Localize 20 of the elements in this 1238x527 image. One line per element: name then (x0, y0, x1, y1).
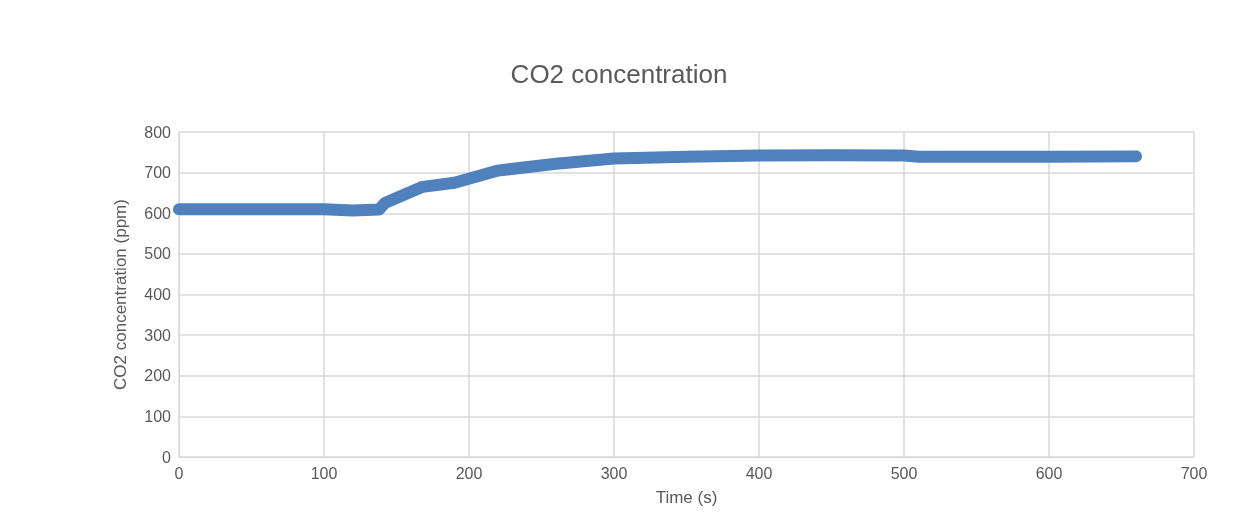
x-tick-label: 700 (1180, 464, 1208, 482)
y-tick-label: 200 (144, 367, 172, 385)
x-tick-label: 100 (310, 464, 338, 482)
y-tick-label: 300 (144, 326, 172, 344)
x-tick-label: 400 (745, 464, 773, 482)
x-tick-label: 500 (890, 464, 918, 482)
y-axis-title: CO2 concentration (ppm) (111, 199, 130, 390)
chart-title: CO2 concentration (510, 59, 728, 89)
y-tick-label: 0 (162, 448, 172, 466)
y-tick-label: 400 (144, 286, 172, 303)
x-tick-label: 600 (1035, 464, 1063, 482)
y-tick-label: 600 (144, 204, 172, 222)
x-axis-title: Time (s) (655, 488, 718, 507)
y-tick-label: 100 (144, 407, 172, 425)
x-tick-label: 200 (455, 464, 483, 482)
x-tick-label: 300 (600, 464, 628, 482)
y-tick-label: 500 (144, 245, 172, 263)
x-tick-label: 0 (174, 464, 184, 482)
y-tick-label: 700 (144, 164, 172, 182)
y-tick-label: 800 (144, 123, 172, 141)
